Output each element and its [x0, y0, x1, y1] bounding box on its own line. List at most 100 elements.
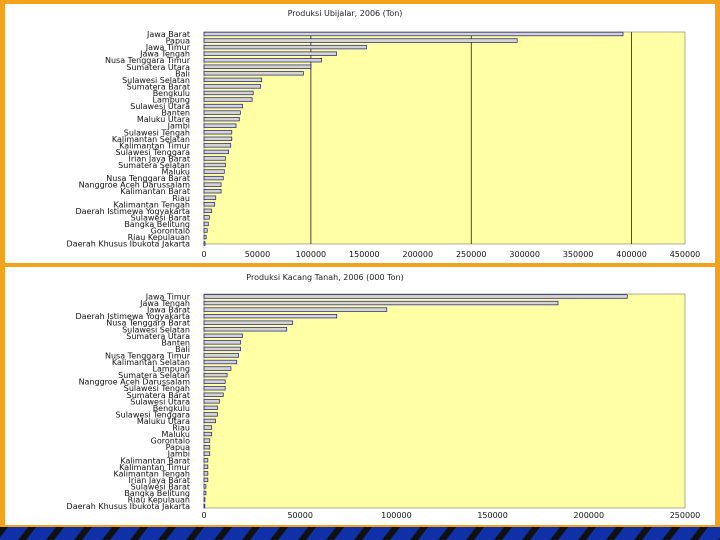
- category-label: Riau: [172, 424, 190, 433]
- category-label: Sulawesi Tengah: [124, 128, 190, 137]
- bar: [203, 451, 211, 456]
- bar: [203, 399, 220, 404]
- bar: [203, 392, 224, 397]
- category-label: Papua: [166, 443, 191, 452]
- x-tick-label: 250000: [456, 250, 487, 259]
- category-label: Gorontalo: [151, 437, 190, 446]
- bar: [203, 162, 226, 168]
- bar: [203, 195, 217, 200]
- category-label: Kalimantan Timur: [119, 463, 191, 472]
- footer-stripe: [270, 527, 288, 540]
- bar: [203, 497, 206, 502]
- plot-area: [203, 31, 686, 245]
- footer-stripe: [46, 527, 64, 540]
- x-tick-label: 50000: [245, 250, 270, 259]
- bar: [203, 294, 628, 299]
- category-label: Jambi: [167, 122, 190, 131]
- category-label: Sulawesi Barat: [131, 482, 190, 491]
- category-label: Jawa Tengah: [139, 50, 190, 59]
- category-label: Sumatera Utara: [126, 63, 190, 72]
- category-label: Sumatera Selatan: [118, 371, 190, 380]
- bar: [203, 234, 207, 240]
- x-tick-label: 100000: [381, 511, 412, 520]
- bar: [203, 143, 232, 148]
- bar: [203, 386, 226, 391]
- category-label: Sulawesi Selatan: [122, 325, 190, 334]
- x-tick-label: 250000: [670, 511, 701, 520]
- category-label: Nusa Tenggara Barat: [106, 319, 190, 328]
- footer-stripe: [438, 527, 456, 540]
- bar: [203, 241, 206, 246]
- category-label: Jambi: [167, 450, 190, 459]
- footer-stripe: [578, 527, 596, 540]
- category-label: Jawa Timur: [145, 43, 191, 52]
- category-label: Nusa Tenggara Barat: [106, 174, 190, 183]
- bar: [203, 477, 209, 483]
- category-label: Kalimantan Tengah: [114, 200, 190, 209]
- category-label: Riau Kepulauan: [128, 496, 190, 505]
- category-label: Sumatera Selatan: [118, 161, 190, 170]
- footer-stripe: [158, 527, 176, 540]
- x-tick-label: 350000: [563, 250, 594, 259]
- bar: [203, 156, 226, 161]
- footer-stripe: [186, 527, 204, 540]
- bar: [203, 425, 213, 430]
- ubijalar-chart: Produksi Ubijalar, 2006 (Ton) 0 50000 10000…: [67, 9, 701, 259]
- category-label: Jawa Barat: [146, 30, 190, 39]
- category-label: Sumatera Barat: [127, 82, 190, 91]
- x-tick-label: 200000: [403, 250, 434, 259]
- category-label: Kalimantan Barat: [120, 456, 190, 465]
- bar: [203, 405, 218, 411]
- footer-stripe: [466, 527, 484, 540]
- bar: [203, 169, 225, 174]
- category-label: Nanggroe Aceh Darussalam: [79, 378, 191, 387]
- bar: [203, 97, 253, 102]
- bar: [203, 44, 367, 50]
- footer-stripe: [102, 527, 120, 540]
- category-label: Sulawesi Utara: [130, 397, 190, 406]
- bar: [203, 372, 228, 378]
- category-label: Jawa Tengah: [139, 299, 190, 308]
- footer-stripe: [550, 527, 568, 540]
- bar: [203, 90, 254, 96]
- bar: [203, 71, 304, 76]
- chart-title: Produksi Kacang Tanah, 2006 (000 Ton): [246, 273, 403, 282]
- bar: [203, 458, 209, 463]
- bar: [203, 353, 239, 358]
- category-label: Banten: [161, 109, 190, 118]
- footer-stripe: [0, 527, 8, 538]
- category-label: Kalimantan Selatan: [112, 135, 190, 144]
- footer-stripe: [606, 527, 624, 540]
- footer-stripe: [382, 527, 400, 540]
- bar: [203, 418, 216, 424]
- x-tick-label: 100000: [296, 250, 327, 259]
- category-label: Jawa Timur: [145, 293, 191, 302]
- bar: [203, 340, 241, 345]
- bar: [203, 208, 212, 214]
- category-label: Maluku Utara: [137, 115, 190, 124]
- footer-stripes: [0, 527, 720, 540]
- category-label: Sulawesi Tengah: [124, 384, 190, 393]
- category-label: Riau: [172, 194, 190, 203]
- bar: [203, 346, 241, 352]
- category-label: Bengkulu: [153, 404, 190, 413]
- footer-stripe: [326, 527, 344, 540]
- bar: [203, 438, 211, 443]
- category-label: Kalimantan Timur: [119, 141, 191, 150]
- category-label: Bangka Belitung: [124, 220, 190, 229]
- bar: [203, 445, 211, 450]
- category-label: Bangka Belitung: [124, 489, 190, 498]
- category-label: Sumatera Barat: [127, 391, 190, 400]
- chart-title: Produksi Ubijalar, 2006 (Ton): [288, 9, 403, 18]
- bar: [203, 471, 209, 476]
- footer-stripe: [214, 527, 232, 540]
- category-label: Sulawesi Tenggara: [116, 148, 191, 157]
- bar: [203, 175, 224, 181]
- x-tick-label: 150000: [477, 511, 508, 520]
- footer-bar: [0, 527, 720, 540]
- bar: [203, 490, 207, 496]
- category-label: Sulawesi Tenggara: [116, 410, 191, 419]
- bar: [203, 77, 263, 83]
- category-label: Irian Jaya Barat: [128, 154, 190, 163]
- category-label: Jawa Barat: [146, 306, 190, 315]
